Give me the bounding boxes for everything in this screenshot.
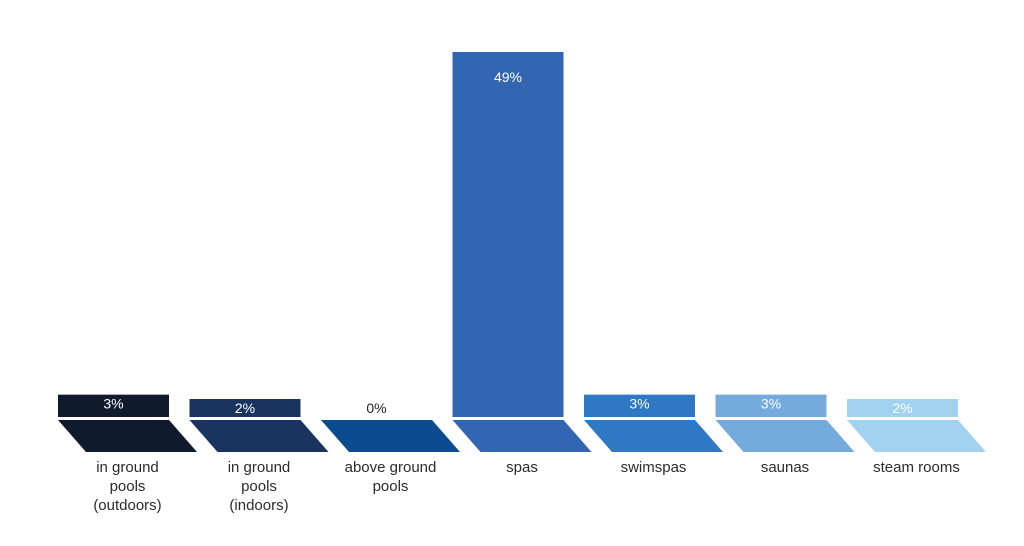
bar-floor [321,420,460,452]
data-label: 2% [235,400,255,416]
category-label: spas [506,459,538,476]
bar [584,394,695,417]
data-label: 3% [629,396,649,412]
category-label: above ground [345,459,437,476]
data-label: 2% [892,400,912,416]
category-label: in ground [228,459,291,476]
bar-floor [584,420,723,452]
bar [189,399,301,417]
category-label: (indoors) [229,497,288,514]
bar-floor [715,420,855,452]
bar-floor [58,420,197,452]
category-label: steam rooms [873,459,960,476]
bar-floor [847,420,986,452]
category-label: pools [373,478,409,495]
bar-floor [189,420,329,452]
bar [847,399,958,417]
category-label: in ground [96,459,159,476]
category-label: pools [110,478,146,495]
category-label: (outdoors) [93,497,161,514]
bar [452,52,564,417]
bar [58,394,169,417]
data-label: 0% [366,400,386,416]
data-label: 3% [761,396,781,412]
bar-floor [452,420,592,452]
bar [715,394,827,417]
data-label: 49% [494,69,522,85]
data-label: 3% [103,396,123,412]
category-label: saunas [761,459,809,476]
category-label: swimspas [621,459,687,476]
category-label: pools [241,478,277,495]
